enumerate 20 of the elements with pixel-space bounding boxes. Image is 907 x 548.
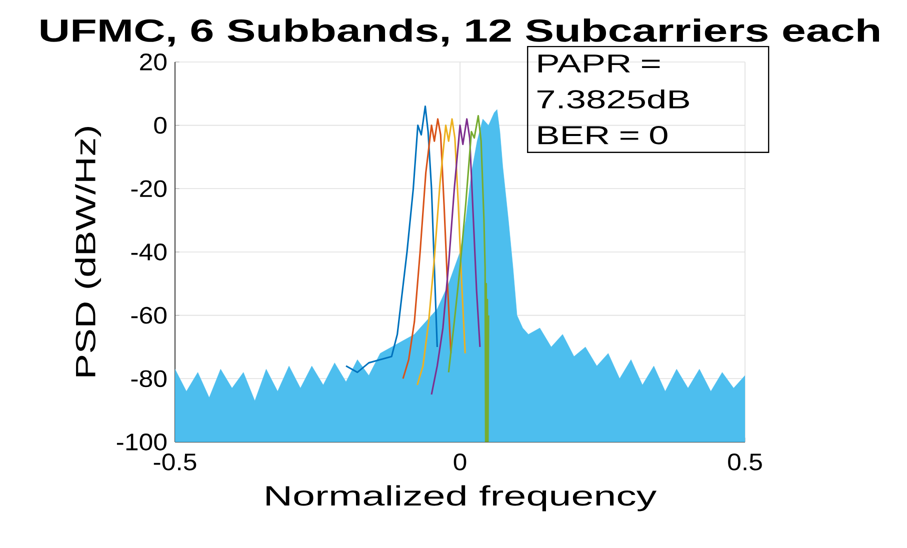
- y-tick-label: -100: [116, 434, 166, 450]
- x-tick-label: 0.5: [728, 453, 762, 470]
- chart-title: UFMC, 6 Subbands, 12 Subcarriers each: [40, 18, 879, 47]
- line-series: [416, 118, 466, 386]
- line-series: [448, 115, 490, 442]
- line-series: [345, 106, 438, 374]
- x-axis-title: Normalized frequency: [266, 485, 657, 512]
- y-tick-label: -20: [131, 180, 166, 198]
- x-tick-label: 0: [454, 453, 466, 470]
- annotation: PAPR = 7.3825dB: [537, 54, 689, 109]
- y-tick-label: -80: [131, 370, 166, 388]
- y-tick-label: -60: [131, 306, 166, 324]
- y-axis-title: PSD (dBW/Hz): [75, 126, 102, 376]
- y-tick-label: 0: [154, 116, 167, 134]
- x-tick-label: -0.5: [154, 453, 196, 470]
- y-tick-label: -40: [131, 244, 166, 260]
- line-series: [430, 118, 481, 396]
- y-tick-label: 20: [140, 54, 166, 70]
- annotation: BER = 0: [538, 126, 668, 144]
- line-series: [402, 118, 452, 380]
